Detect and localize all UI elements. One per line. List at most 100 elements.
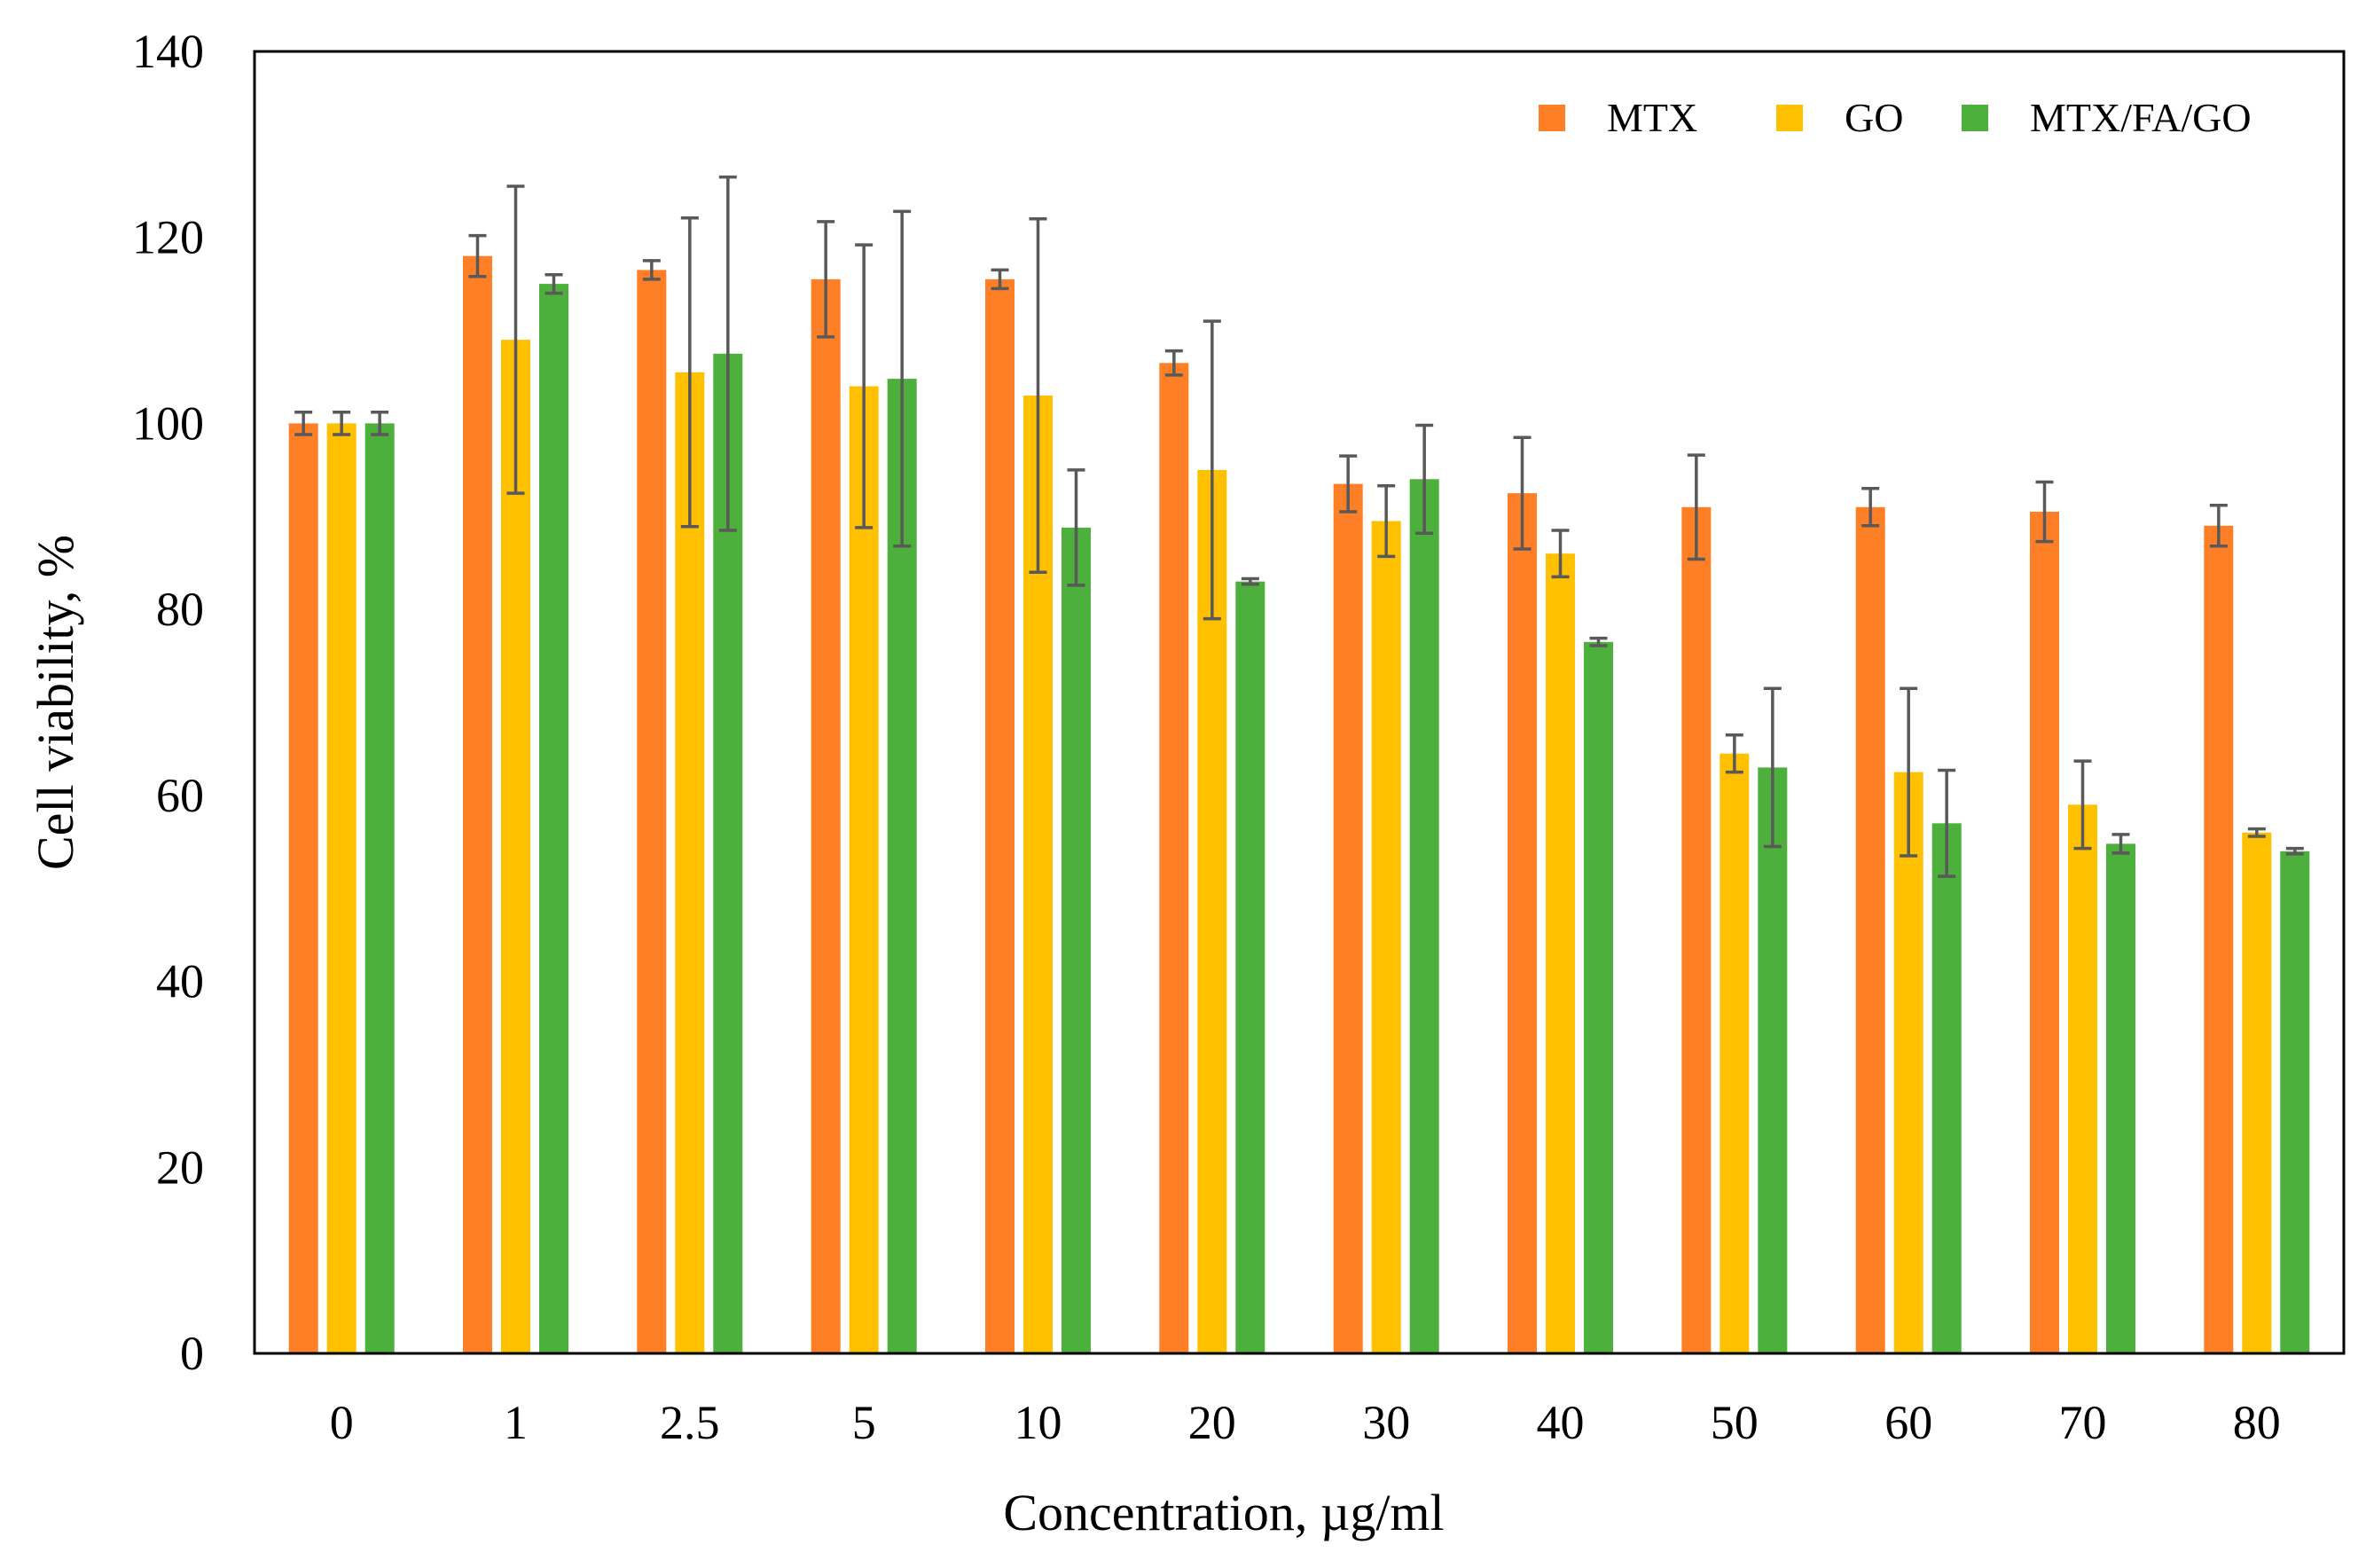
bar-mtx-fa-go-30: [1409, 479, 1439, 1353]
error-bar-mtx-fa-go-1: [544, 272, 563, 295]
bar-mtx-0: [288, 423, 318, 1353]
legend-label-go: GO: [1845, 95, 1903, 140]
bar-mtx-30: [1333, 483, 1363, 1353]
legend-item-go: GO: [1776, 95, 1903, 140]
plot-frame: [253, 50, 2346, 1355]
error-bar-mtx-5: [817, 220, 835, 339]
x-tick-label-20: 20: [1188, 1396, 1236, 1449]
error-bar-mtx-40: [1513, 435, 1532, 551]
bar-go-1: [501, 340, 530, 1354]
x-tick-label-2-5: 2.5: [660, 1396, 720, 1449]
bar-mtx-80: [2204, 525, 2234, 1353]
error-bar-mtx-1: [468, 233, 487, 278]
x-axis: 0 1 2.5 5 10 20 30 40 50 60 70 80: [330, 1396, 2281, 1449]
x-tick-label-5: 5: [852, 1396, 876, 1449]
error-bar-mtx-60: [1861, 487, 1880, 528]
bar-go-60: [1893, 772, 1923, 1353]
bar-go-30: [1371, 521, 1401, 1353]
x-tick-label-50: 50: [1711, 1396, 1759, 1449]
bar-mtx-fa-go-50: [1758, 767, 1788, 1353]
error-bar-mtx-20: [1164, 349, 1183, 377]
bar-go-70: [2068, 804, 2097, 1353]
y-tick-label-140: 140: [132, 25, 204, 78]
error-bar-mtx-50: [1687, 453, 1705, 561]
legend-item-mtx: MTX: [1539, 95, 1697, 140]
bar-mtx-70: [2030, 512, 2059, 1353]
legend: MTX GO MTX/FA/GO: [1539, 95, 2252, 140]
error-bar-mtx-0: [294, 411, 313, 436]
x-axis-title: Concentration, µg/ml: [1003, 1484, 1444, 1541]
y-tick-label-0: 0: [180, 1327, 204, 1380]
bar-go-50: [1720, 753, 1750, 1353]
legend-label-mtx: MTX: [1607, 95, 1697, 140]
bar-go-2-5: [675, 372, 705, 1353]
bars-layer: [288, 255, 2310, 1354]
bar-go-40: [1546, 553, 1575, 1353]
bar-mtx-fa-go-10: [1062, 527, 1091, 1353]
error-bar-mtx-fa-go-70: [2111, 833, 2130, 855]
error-bar-mtx-fa-go-30: [1415, 423, 1434, 535]
bar-mtx-fa-go-0: [364, 423, 395, 1353]
y-tick-label-60: 60: [156, 769, 204, 822]
error-bar-mtx-2-5: [642, 259, 661, 281]
error-bar-mtx-30: [1339, 454, 1358, 514]
bar-mtx-fa-go-40: [1584, 641, 1613, 1353]
bar-mtx-10: [985, 278, 1015, 1353]
y-axis: 0 20 40 60 80 100 120 140: [132, 25, 204, 1380]
error-bar-go-1: [506, 184, 525, 495]
bar-mtx-60: [1855, 506, 1885, 1353]
error-bar-mtx-10: [991, 268, 1009, 291]
error-bar-go-70: [2073, 759, 2092, 851]
x-tick-label-1: 1: [504, 1396, 528, 1449]
error-bar-mtx-fa-go-60: [1938, 768, 1956, 878]
error-bar-mtx-fa-go-40: [1589, 636, 1608, 647]
error-bar-mtx-fa-go-5: [893, 209, 912, 548]
legend-label-mtx-fa-go: MTX/FA/GO: [2030, 95, 2252, 140]
bar-go-80: [2242, 832, 2272, 1353]
error-bar-mtx-fa-go-2-5: [718, 175, 737, 532]
legend-swatch-mtx-fa-go: [1962, 105, 1988, 131]
error-bar-mtx-70: [2035, 480, 2054, 544]
bar-mtx-2-5: [637, 270, 667, 1353]
error-bar-go-30: [1377, 483, 1396, 559]
legend-swatch-mtx: [1539, 105, 1565, 131]
error-bar-mtx-fa-go-20: [1241, 576, 1259, 586]
x-tick-label-80: 80: [2233, 1396, 2281, 1449]
bar-mtx-40: [1508, 493, 1537, 1353]
y-tick-label-20: 20: [156, 1141, 204, 1194]
error-bar-mtx-fa-go-50: [1763, 686, 1782, 849]
error-bar-go-60: [1900, 686, 1918, 858]
x-tick-label-40: 40: [1537, 1396, 1585, 1449]
legend-swatch-go: [1776, 105, 1803, 131]
error-bar-go-10: [1029, 216, 1047, 574]
error-bar-go-5: [855, 243, 874, 529]
error-bar-mtx-fa-go-0: [371, 411, 389, 436]
bar-mtx-5: [811, 278, 841, 1353]
error-bar-go-40: [1551, 529, 1570, 579]
bar-mtx-fa-go-60: [1931, 823, 1962, 1353]
bar-mtx-fa-go-20: [1235, 581, 1265, 1353]
y-tick-label-120: 120: [132, 211, 204, 264]
error-bars-layer: [294, 175, 2304, 878]
x-tick-label-70: 70: [2059, 1396, 2107, 1449]
x-tick-label-30: 30: [1362, 1396, 1410, 1449]
legend-item-mtx-fa-go: MTX/FA/GO: [1962, 95, 2252, 140]
error-bar-mtx-fa-go-10: [1067, 468, 1085, 587]
error-bar-mtx-80: [2209, 503, 2228, 548]
error-bar-go-0: [333, 411, 351, 436]
y-tick-label-40: 40: [156, 955, 204, 1008]
bar-mtx-fa-go-80: [2280, 851, 2310, 1353]
y-tick-label-80: 80: [156, 583, 204, 636]
error-bar-mtx-fa-go-80: [2285, 846, 2304, 856]
bar-mtx-fa-go-1: [539, 284, 568, 1354]
y-tick-label-100: 100: [132, 396, 204, 450]
bar-mtx-50: [1681, 506, 1712, 1353]
error-bar-go-50: [1725, 733, 1743, 774]
bar-go-0: [326, 423, 356, 1353]
y-axis-title: Cell viability, %: [27, 535, 84, 870]
bar-mtx-fa-go-70: [2106, 843, 2135, 1353]
error-bar-go-20: [1203, 319, 1221, 621]
bar-mtx-1: [463, 255, 492, 1354]
x-tick-label-10: 10: [1015, 1396, 1062, 1449]
